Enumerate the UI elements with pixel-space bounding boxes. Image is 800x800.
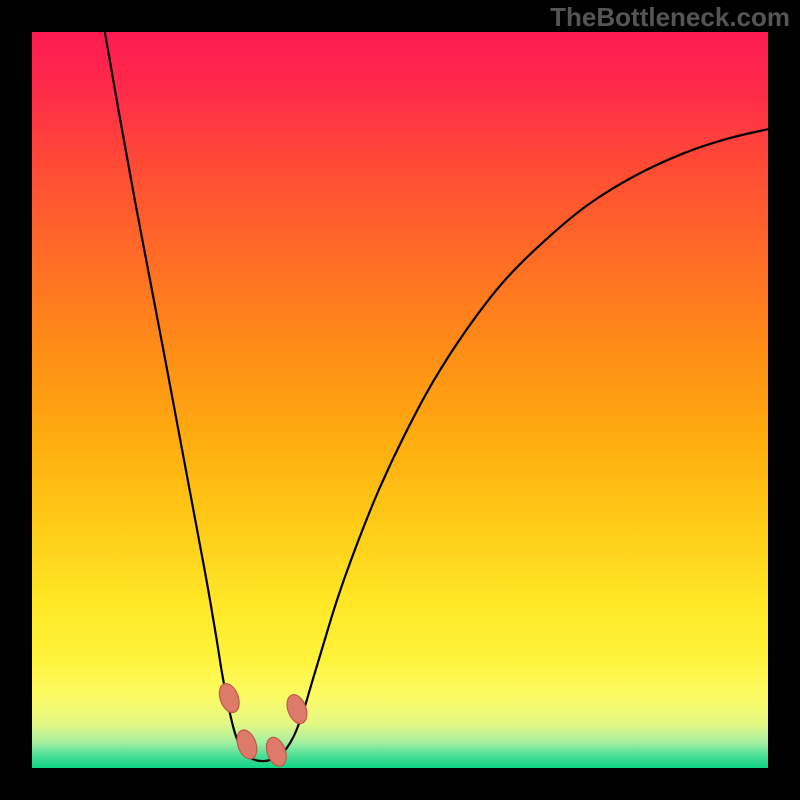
curve-marker [216,681,243,715]
plot-area [32,32,768,768]
curve-marker [263,735,290,768]
chart-frame: TheBottleneck.com [0,0,800,800]
bottleneck-curve [105,32,768,761]
curve-marker [283,692,310,726]
curve-marker [233,727,260,761]
watermark-text: TheBottleneck.com [550,2,790,33]
bottleneck-curve-svg [32,32,768,768]
curve-markers-group [216,681,311,768]
